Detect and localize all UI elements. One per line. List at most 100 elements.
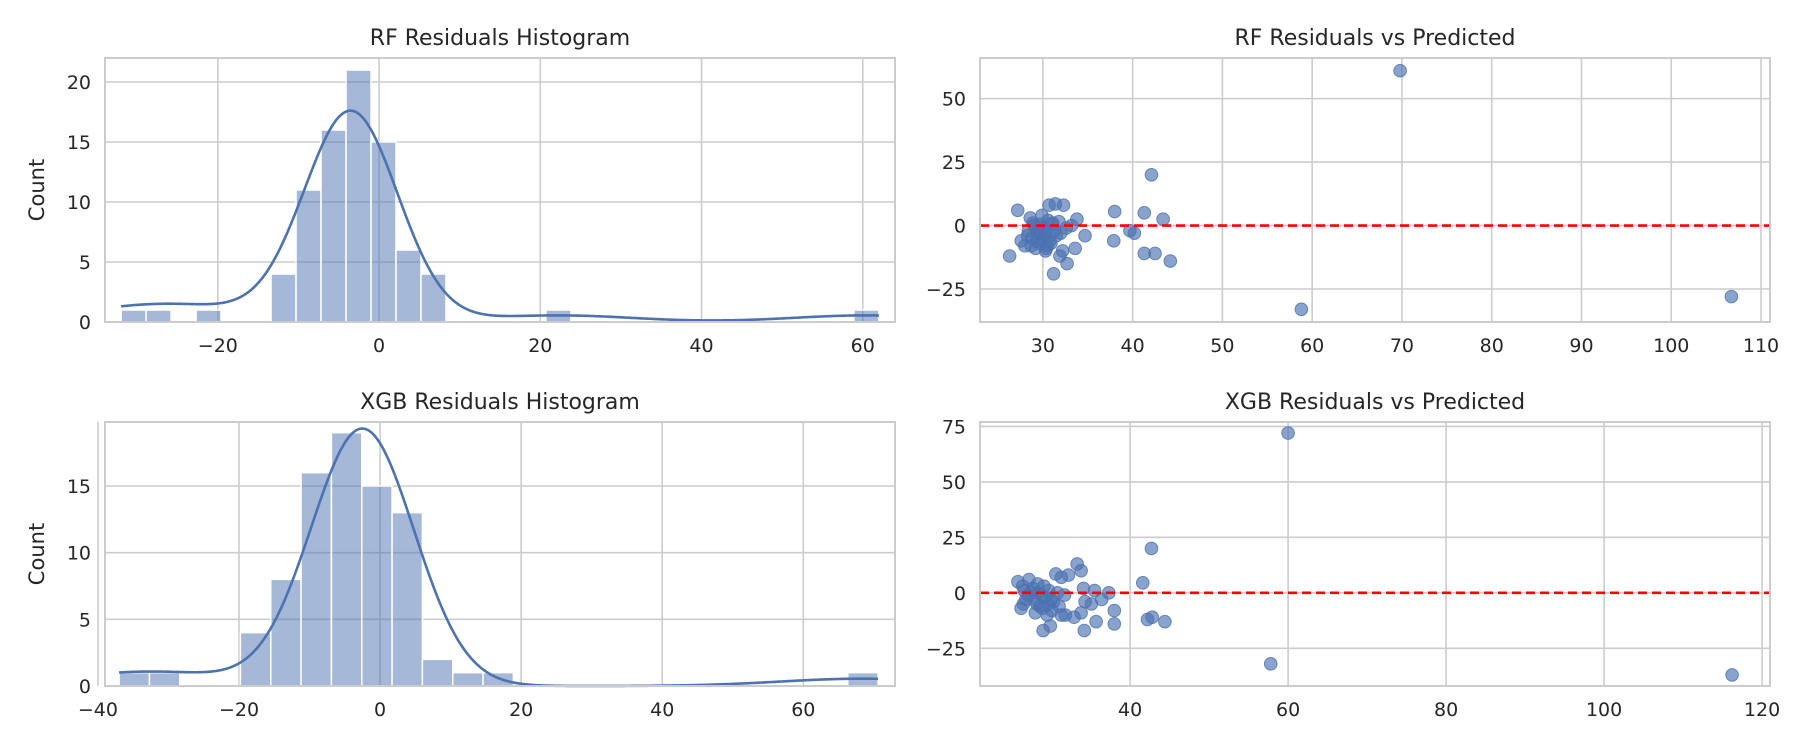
histogram-bar [270,578,302,687]
histogram-bar [300,471,333,687]
axes-frame [979,57,1771,323]
scatter-point [1089,614,1103,629]
scatter-point [1294,302,1309,317]
x-tick-label: 100 [1653,335,1689,357]
y-tick-label: 10 [67,543,91,565]
scatter-point [1281,426,1295,440]
scatter-point [1053,226,1068,240]
scatter-point [1127,226,1142,240]
scatter-point [1156,212,1170,226]
histogram-bar [148,671,181,687]
x-tick-label: 60 [791,699,815,721]
scatter-point [1077,623,1092,638]
x-tick-label: −40 [78,699,118,721]
x-tick-label: 100 [1586,699,1622,721]
scatter-point [1056,198,1071,213]
scatter-point [1144,167,1159,182]
x-tick-label: 60 [1276,699,1300,721]
scatter-point [1107,204,1122,219]
scatter-point [1039,223,1054,238]
x-tick-label: −20 [219,699,259,721]
histogram-bar [145,309,172,323]
scatter-point [1015,579,1030,593]
y-tick-label: 25 [942,152,966,174]
y-tick-label: 15 [67,132,91,154]
scatter-point [1137,206,1152,220]
chart-title: RF Residuals Histogram [370,26,630,51]
histogram-bar [320,129,347,323]
y-tick-label: 50 [942,89,966,111]
histogram-bar [361,485,393,687]
scatter-point [1725,668,1739,682]
y-tick-label: −25 [926,279,966,301]
scatter-point [1026,216,1040,230]
histogram-bar [120,309,147,323]
x-tick-label: 40 [650,699,674,721]
scatter-point [1041,597,1055,611]
histogram-bar [395,249,422,323]
scatter-point [1046,266,1061,281]
axes-frame [104,421,896,687]
x-tick-label: 120 [1744,699,1780,721]
histogram-bar [370,141,397,323]
y-tick-label: 50 [942,472,966,494]
scatter-point [1027,592,1042,607]
y-tick-label: 15 [67,476,91,498]
y-tick-label: 5 [79,609,91,631]
scatter-point [1107,603,1122,618]
histogram-bar [451,671,484,687]
scatter-point [1135,576,1150,590]
panel-0: −20 0 20 40 60 0 5 10 15 20 RF Residuals Histogram… [25,26,896,357]
scatter-point [1074,563,1088,578]
x-tick-label: 110 [1743,335,1779,357]
y-tick-label: −25 [926,638,966,660]
axes-frame [104,57,896,323]
panel-3: 40 60 80 100 120 −25 0 25 50 75 XGB Residuals vs P… [926,390,1780,721]
histogram-bar [118,671,151,687]
scatter-point [1107,617,1122,631]
scatter-point [1145,610,1160,625]
histogram-bar [330,431,363,687]
x-tick-label: 50 [1210,335,1234,357]
y-axis-label: Count [25,523,49,585]
x-tick-label: 40 [1121,335,1145,357]
panel-2: −40 −20 0 20 40 60 0 5 10 15 XGB Residuals Histogr… [25,390,896,721]
x-tick-label: 80 [1480,335,1504,357]
scatter-point [1148,246,1162,261]
chart-title: XGB Residuals Histogram [360,390,640,415]
scatter-point [1002,249,1017,263]
panel-1: 30 40 50 60 70 80 90 100 110 −25 0 25 50 RF Residuals… [926,26,1779,357]
x-tick-label: −20 [198,335,238,357]
y-tick-label: 25 [942,527,966,549]
scatter-point [1724,289,1739,304]
x-tick-label: 40 [689,335,713,357]
x-tick-label: 20 [509,699,533,721]
kde-curve [119,427,879,688]
chart-title: XGB Residuals vs Predicted [1225,390,1525,415]
y-tick-label: 20 [67,72,91,94]
histogram-bar [420,273,447,323]
histogram-bar [295,189,322,323]
scatter-point [1163,254,1178,268]
scatter-point [1061,568,1076,582]
x-tick-label: 90 [1569,335,1593,357]
histogram-bar [421,658,454,687]
scatter-point [1158,614,1172,629]
x-tick-label: 20 [528,335,552,357]
scatter-point [1029,233,1044,248]
scatter-point [1068,241,1082,256]
y-tick-label: 5 [79,252,91,274]
kde-curve [120,109,879,322]
y-tick-label: 0 [954,583,966,605]
x-tick-label: 60 [851,335,875,357]
x-tick-label: 40 [1118,699,1142,721]
scatter-point [1057,588,1072,602]
scatter-point [1263,657,1278,671]
scatter-point [1106,233,1121,248]
scatter-point [1053,249,1067,263]
scatter-point [1084,597,1099,611]
chart-title: RF Residuals vs Predicted [1234,26,1515,51]
y-tick-label: 0 [79,312,91,334]
scatter-point [1393,63,1407,78]
